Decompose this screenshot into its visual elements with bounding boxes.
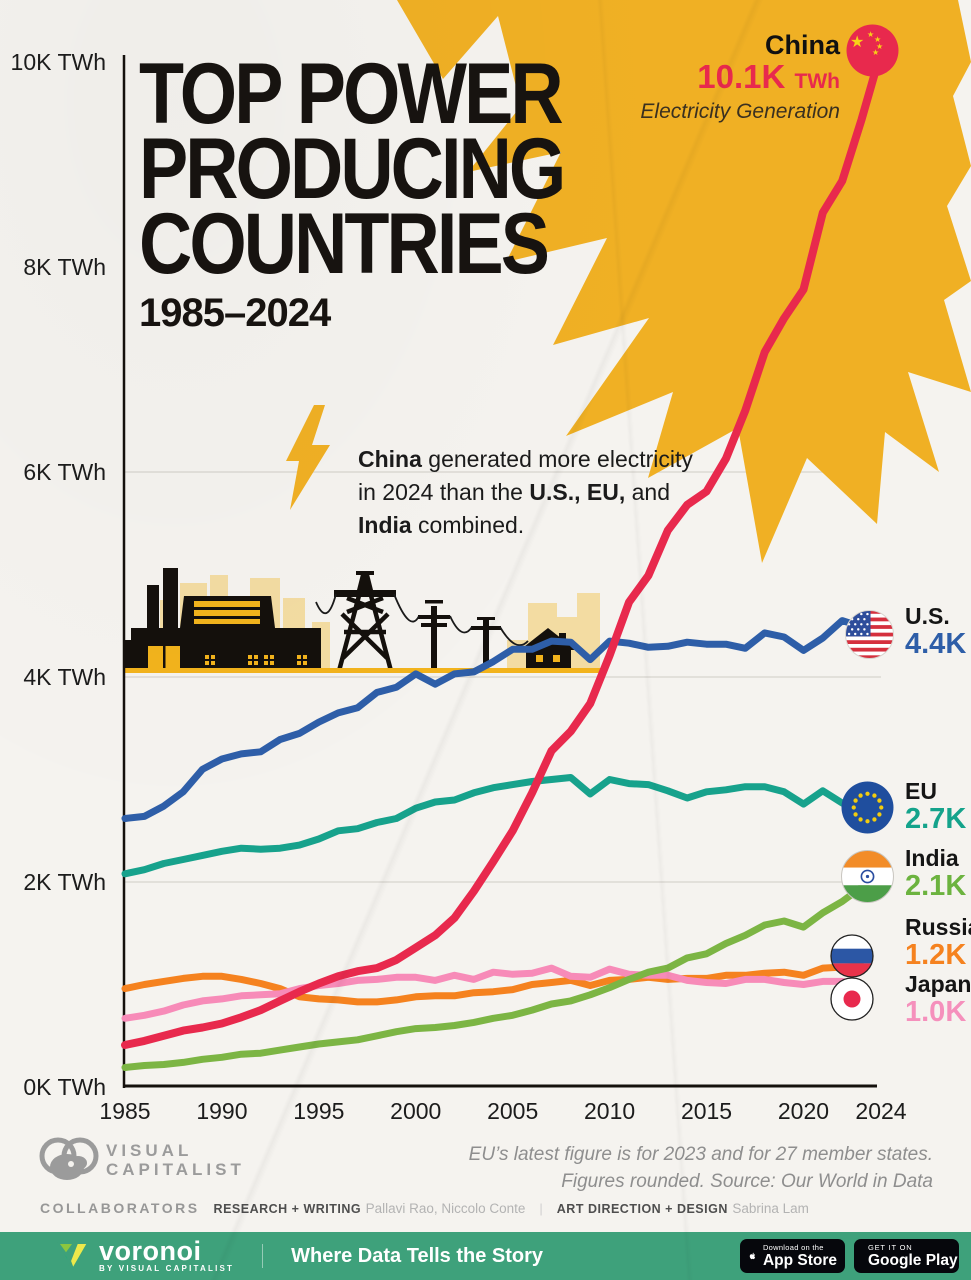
svg-text:★: ★	[867, 30, 874, 39]
china-callout: China 10.1K TWh Electricity Generation	[640, 30, 840, 125]
russia-flag-icon	[830, 934, 874, 978]
x-tick-label: 1995	[293, 1098, 345, 1124]
svg-text:★: ★	[872, 48, 879, 57]
china-callout-name: China	[764, 30, 840, 60]
page-title-line3: COUNTRIES	[139, 196, 550, 293]
line-EU	[121, 774, 866, 878]
eu-flag-icon	[841, 781, 894, 834]
y-tick-label: 0K TWh	[23, 1074, 106, 1100]
voronoi-footer-bar: voronoi BY VISUAL CAPITALIST Where Data …	[0, 1232, 971, 1280]
factory-icon	[124, 568, 321, 672]
end-label-russia: Russia 1.2K	[905, 914, 971, 971]
subtitle-years: 1985–2024	[139, 291, 331, 335]
svg-text:★: ★	[876, 42, 883, 51]
x-tick-label: 1985	[99, 1098, 151, 1124]
power-lines	[315, 593, 529, 647]
line-Russia	[121, 962, 866, 1006]
google-play-badge[interactable]: GET IT ON Google Play	[854, 1239, 959, 1273]
utility-pole-icon	[418, 600, 501, 671]
x-tick-label: 2005	[487, 1098, 539, 1124]
japan-flag-icon	[830, 977, 874, 1021]
page-title-line1: TOP POWER	[139, 46, 564, 143]
apple-icon	[749, 1252, 756, 1260]
divider	[262, 1244, 264, 1268]
x-tick-label: 2024	[855, 1098, 907, 1124]
svg-text:★: ★	[850, 34, 864, 51]
starburst-shape	[397, 0, 971, 563]
y-tick-label: 8K TWh	[23, 254, 106, 280]
voronoi-byline: BY VISUAL CAPITALIST	[99, 1264, 235, 1273]
x-tick-label: 2010	[584, 1098, 636, 1124]
collaborators-bar: COLLABORATORS RESEARCH + WRITING Pallavi…	[40, 1200, 809, 1216]
chart-axes	[122, 55, 877, 1088]
y-tick-label: 10K TWh	[10, 49, 106, 75]
us-flag-icon	[845, 610, 894, 659]
line-Japan	[121, 964, 866, 1022]
voronoi-tagline: Where Data Tells the Story	[291, 1244, 544, 1267]
power-grid-illustration	[124, 568, 602, 673]
line-China	[121, 47, 885, 1049]
end-label-us: U.S. 4.4K	[905, 603, 967, 660]
y-tick-label: 6K TWh	[23, 459, 106, 485]
end-label-japan: Japan 1.0K	[905, 971, 971, 1028]
collaborators-label: COLLABORATORS	[40, 1200, 200, 1216]
visual-capitalist-logo: VISUAL CAPITALIST	[38, 1134, 245, 1186]
page-title-line2: PRODUCING	[139, 121, 566, 218]
china-callout-caption: Electricity Generation	[640, 100, 840, 123]
china-callout-value: 10.1K TWh	[697, 58, 840, 95]
transmission-tower-icon	[336, 587, 394, 672]
india-flag-icon	[841, 850, 894, 903]
x-tick-label: 2000	[390, 1098, 442, 1124]
data-lines	[121, 47, 885, 1071]
ground-line	[124, 668, 602, 673]
end-label-eu: EU 2.7K	[905, 778, 967, 835]
voronoi-icon	[57, 1242, 89, 1270]
title-block: TOP POWER PRODUCING COUNTRIES 1985–2024	[139, 46, 576, 336]
y-tick-label: 4K TWh	[23, 664, 106, 690]
end-label-india: India 2.1K	[905, 845, 967, 902]
line-U.S.	[121, 617, 885, 822]
x-tick-label: 2020	[777, 1098, 830, 1124]
svg-text:★: ★	[874, 35, 881, 44]
annotation-text: China generated more electricity in 2024 …	[358, 446, 693, 538]
lightning-bolt-icon	[286, 405, 330, 510]
y-tick-label: 2K TWh	[23, 869, 106, 895]
x-tick-label: 2015	[680, 1098, 733, 1124]
visual-capitalist-icon	[39, 1137, 99, 1180]
app-store-badge[interactable]: Download on the App Store	[740, 1239, 845, 1273]
china-flag-icon: ★ ★ ★ ★ ★	[846, 24, 899, 77]
source-note: EU’s latest figure is for 2023 and for 2…	[468, 1144, 933, 1192]
voronoi-logo[interactable]: voronoi BY VISUAL CAPITALIST	[55, 1236, 235, 1273]
x-tick-label: 1990	[196, 1098, 248, 1124]
line-India	[121, 868, 885, 1071]
voronoi-brand: voronoi	[99, 1236, 202, 1266]
